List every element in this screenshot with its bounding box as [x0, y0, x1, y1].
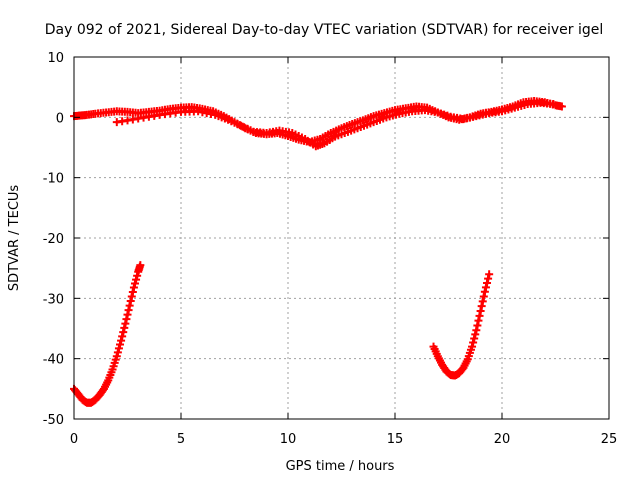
- data-point-marker: [468, 342, 477, 351]
- data-point-marker: [128, 287, 137, 296]
- data-point-marker: [483, 278, 492, 287]
- data-point-marker: [474, 316, 483, 325]
- data-point-marker: [136, 261, 145, 270]
- data-point-marker: [480, 287, 489, 296]
- y-tick-label: -30: [43, 292, 64, 307]
- data-point-marker: [549, 100, 558, 109]
- data-point-marker: [133, 271, 142, 280]
- x-tick-label: 25: [601, 432, 618, 447]
- data-point-marker: [120, 323, 129, 332]
- data-point-marker: [114, 344, 123, 353]
- data-point-marker: [123, 310, 132, 319]
- y-tick-label: -10: [43, 172, 64, 187]
- y-tick-label: 10: [47, 51, 64, 66]
- y-tick-label: 0: [56, 111, 64, 126]
- grid-layer: [74, 57, 609, 419]
- data-point-marker: [481, 283, 490, 292]
- data-point-marker: [116, 340, 125, 349]
- data-point-marker: [475, 311, 484, 320]
- series-arc-1: [70, 261, 145, 407]
- data-point-marker: [132, 275, 141, 284]
- x-tick-label: 10: [280, 432, 297, 447]
- data-point-marker: [126, 297, 135, 306]
- data-layer: [70, 97, 566, 407]
- data-point-marker: [129, 283, 138, 292]
- data-point-marker: [469, 338, 478, 347]
- series-arc-2: [429, 270, 494, 380]
- y-axis-label: SDTVAR / TECUs: [7, 185, 22, 292]
- chart-title: Day 092 of 2021, Sidereal Day-to-day VTE…: [45, 22, 604, 38]
- x-tick-label: 20: [494, 432, 511, 447]
- data-point-marker: [117, 336, 126, 345]
- data-point-marker: [471, 330, 480, 339]
- data-point-marker: [478, 297, 487, 306]
- data-point-marker: [484, 274, 493, 283]
- data-point-marker: [472, 326, 481, 335]
- data-point-marker: [118, 332, 127, 341]
- tick-layer: [73, 56, 610, 420]
- data-point-marker: [479, 292, 488, 301]
- data-point-marker: [557, 102, 566, 111]
- x-axis-label: GPS time / hours: [286, 459, 395, 474]
- data-point-marker: [119, 328, 128, 337]
- data-point-marker: [470, 334, 479, 343]
- y-tick-label: -50: [43, 413, 64, 428]
- y-tick-label: -20: [43, 232, 64, 247]
- data-point-marker: [473, 321, 482, 330]
- data-point-marker: [124, 306, 133, 315]
- x-tick-label: 0: [70, 432, 78, 447]
- data-point-marker: [125, 301, 134, 310]
- data-point-marker: [476, 307, 485, 316]
- series-main-trace-b: [112, 98, 558, 151]
- data-point-marker: [112, 352, 121, 361]
- data-point-marker: [477, 302, 486, 311]
- y-tick-label: -40: [43, 353, 64, 368]
- data-point-marker: [113, 348, 122, 357]
- data-point-marker: [121, 319, 130, 328]
- data-point-marker: [485, 270, 494, 279]
- data-point-marker: [130, 279, 139, 288]
- x-tick-label: 5: [177, 432, 185, 447]
- x-tick-label: 15: [387, 432, 404, 447]
- data-point-marker: [122, 315, 131, 324]
- data-point-marker: [127, 292, 136, 301]
- label-layer: 0 5 10 15 20 25 -50 -40 -30 -20 -10 0 10: [43, 51, 618, 447]
